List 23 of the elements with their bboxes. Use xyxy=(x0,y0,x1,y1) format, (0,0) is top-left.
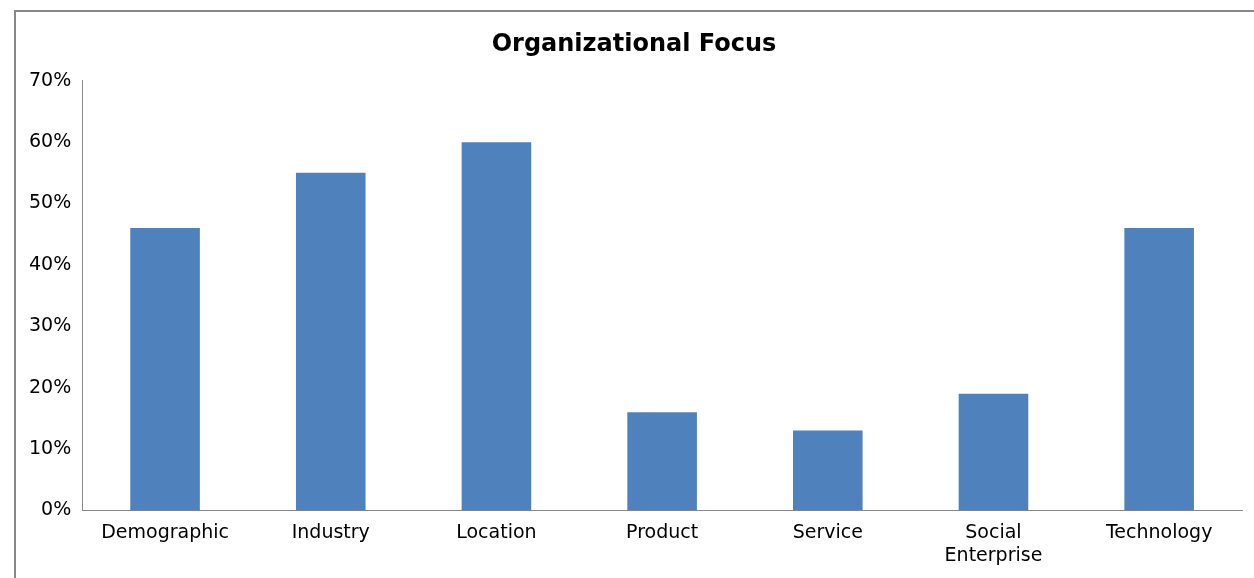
y-tick-label: 60% xyxy=(29,129,72,152)
bar xyxy=(793,430,863,511)
bar xyxy=(627,412,697,511)
y-tick-label: 20% xyxy=(29,374,72,397)
x-tick-label: Demographic xyxy=(101,519,229,542)
y-tick-label: 70% xyxy=(29,67,72,90)
bar xyxy=(1124,228,1194,511)
y-tick-label: 0% xyxy=(41,497,72,520)
bar xyxy=(958,393,1029,511)
chart-title: Organizational Focus xyxy=(491,28,777,57)
bar xyxy=(461,142,532,511)
y-tick-label: 30% xyxy=(29,313,72,336)
bar xyxy=(295,172,366,511)
y-tick-label: 50% xyxy=(29,190,72,213)
x-tick-label: Social Enterprise xyxy=(944,519,1043,565)
bar xyxy=(130,228,200,511)
y-tick-label: 40% xyxy=(29,251,72,274)
x-tick-label: Location xyxy=(456,519,537,542)
y-tick-label: 10% xyxy=(29,435,72,458)
x-tick-label: Technology xyxy=(1104,519,1213,542)
x-tick-label: Service xyxy=(792,519,863,542)
x-tick-label: Industry xyxy=(291,519,370,542)
x-tick-label: Product xyxy=(626,519,699,542)
